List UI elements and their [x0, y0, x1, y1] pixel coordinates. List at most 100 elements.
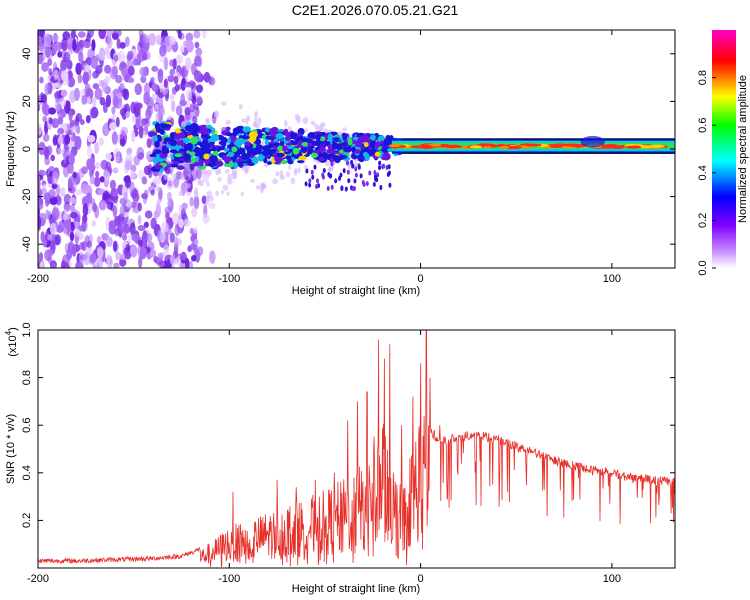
- ridge-blob: [330, 184, 334, 190]
- noise-blob: [172, 173, 177, 179]
- noise-blob: [121, 88, 128, 98]
- ridge-blob: [333, 137, 340, 142]
- spectrogram-y-tick-label: -20: [21, 189, 33, 205]
- noise-blob: [113, 262, 120, 268]
- ridge-blob: [257, 153, 265, 162]
- ridge-blob: [154, 164, 164, 170]
- noise-blob: [64, 134, 71, 145]
- noise-blob: [67, 176, 75, 189]
- noise-blob: [108, 220, 116, 229]
- ridge-peak: [421, 145, 430, 149]
- ridge-blob: [234, 158, 244, 162]
- noise-blob: [119, 107, 128, 117]
- noise-blob: [238, 103, 243, 110]
- ridge-peak: [469, 145, 482, 149]
- ridge-blob: [273, 142, 280, 147]
- ridge-blob: [315, 178, 319, 184]
- spectrogram-y-tick-label: 20: [21, 95, 33, 107]
- noise-blob: [46, 248, 55, 257]
- noise-blob: [163, 244, 170, 256]
- ridge-blob: [342, 133, 348, 141]
- colorbar-tick-label: 0.0: [697, 260, 709, 275]
- noise-blob: [167, 115, 172, 121]
- noise-blob: [83, 41, 91, 49]
- noise-blob: [104, 64, 112, 74]
- ridge-blob: [275, 132, 284, 140]
- noise-blob: [111, 131, 118, 145]
- colorbar-tick-label: 0.2: [697, 213, 709, 228]
- snr-x-label: Height of straight line (km): [292, 583, 420, 595]
- ridge-blob: [385, 164, 389, 170]
- noise-blob: [82, 203, 89, 217]
- noise-blob: [193, 226, 199, 234]
- noise-blob: [124, 175, 132, 189]
- ridge-blob: [228, 160, 234, 168]
- snr-scale-factor: (x104): [4, 327, 19, 357]
- ridge-blob: [209, 155, 218, 163]
- noise-blob: [57, 135, 63, 146]
- ridge-peak: [444, 145, 463, 149]
- noise-blob: [130, 130, 136, 143]
- noise-blob: [226, 191, 230, 196]
- noise-blob: [39, 261, 45, 268]
- noise-blob: [288, 164, 292, 171]
- noise-blob: [310, 120, 316, 126]
- ridge-blob: [363, 142, 369, 148]
- noise-blob: [207, 195, 214, 202]
- noise-blob: [127, 77, 135, 84]
- ridge-blob: [326, 186, 330, 192]
- noise-blob: [58, 221, 66, 228]
- noise-blob: [131, 115, 137, 123]
- noise-blob: [106, 37, 113, 49]
- noise-blob: [38, 175, 41, 185]
- noise-blob: [119, 42, 126, 49]
- ridge-blob: [307, 142, 312, 147]
- ridge-blob: [304, 181, 308, 187]
- noise-blob: [157, 198, 163, 204]
- ridge-peak: [649, 144, 666, 148]
- noise-blob: [97, 246, 104, 259]
- noise-blob: [347, 164, 353, 170]
- noise-blob: [174, 84, 180, 92]
- ridge-blob: [248, 131, 258, 139]
- ridge-blob: [205, 142, 211, 150]
- ridge-blob: [176, 165, 185, 170]
- noise-blob: [134, 83, 142, 96]
- ridge-blob: [174, 153, 183, 158]
- ridge-blob: [309, 134, 317, 139]
- noise-blob: [172, 250, 178, 259]
- noise-blob: [178, 190, 184, 197]
- noise-blob: [112, 65, 119, 78]
- noise-blob: [98, 137, 104, 146]
- noise-blob: [116, 30, 122, 37]
- noise-blob: [186, 89, 193, 99]
- noise-blob: [208, 202, 216, 210]
- noise-blob: [99, 200, 107, 211]
- noise-blob: [183, 218, 191, 227]
- noise-blob: [97, 50, 106, 61]
- ridge-peak: [638, 145, 653, 149]
- ridge-blob: [338, 149, 344, 154]
- noise-blob: [194, 41, 200, 49]
- ridge-blob: [232, 127, 242, 134]
- snr-scale-label: (x10: [7, 335, 19, 356]
- ridge-peak: [477, 143, 494, 147]
- noise-blob: [181, 202, 188, 210]
- noise-blob: [157, 68, 164, 77]
- noise-blob: [71, 126, 77, 134]
- ridge-blob: [189, 131, 198, 135]
- noise-blob: [109, 179, 117, 190]
- snr-y-label: SNR (10 * v/v): [5, 414, 17, 484]
- ridge-blob: [149, 154, 157, 158]
- noise-blob: [38, 187, 43, 200]
- noise-blob: [163, 172, 169, 181]
- ridge-blob: [255, 144, 260, 152]
- spectrogram-y-label: Frequency (Hz): [5, 111, 17, 187]
- ridge-blob: [298, 155, 307, 161]
- noise-blob: [294, 168, 298, 174]
- ridge-blob: [231, 146, 238, 153]
- noise-blob: [148, 32, 156, 46]
- noise-blob: [119, 205, 126, 218]
- snr-scale-exponent: 4: [4, 330, 13, 335]
- noise-blob: [150, 189, 155, 196]
